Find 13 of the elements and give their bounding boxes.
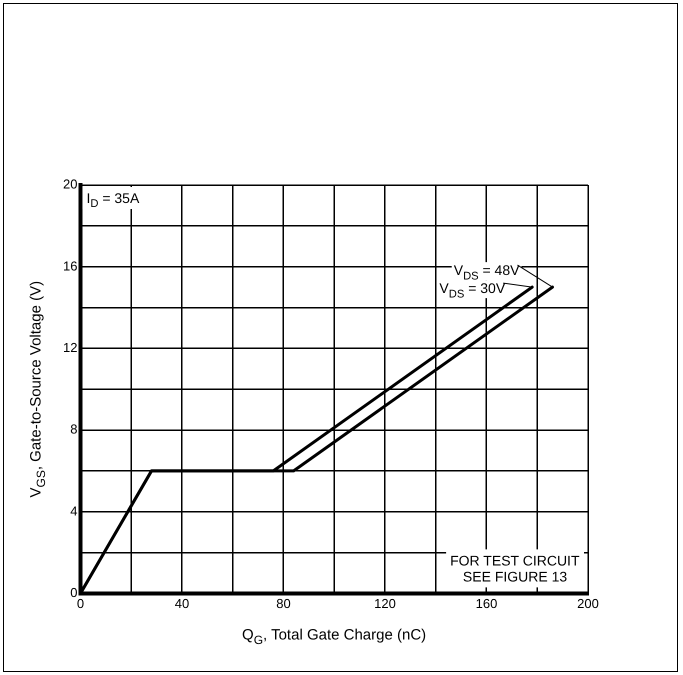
y-axis-title: VGS, Gate-to-Source Voltage (V)	[27, 280, 48, 498]
x-tick-label: 200	[577, 596, 599, 611]
x-tick-label: 40	[174, 596, 190, 611]
y-tick-label: 20	[62, 176, 78, 192]
x-tick-label: 160	[476, 596, 498, 611]
y-tick-label: 8	[70, 422, 78, 437]
y-tick-label: 16	[62, 258, 78, 274]
y-tick-label: 0	[70, 584, 78, 600]
y-tick-label: 4	[70, 503, 78, 518]
x-tick-label: 120	[374, 596, 396, 611]
annotation: FOR TEST CIRCUIT SEE FIGURE 13	[450, 552, 580, 584]
y-tick-label: 12	[62, 340, 78, 355]
x-tick-label: 80	[276, 596, 291, 611]
